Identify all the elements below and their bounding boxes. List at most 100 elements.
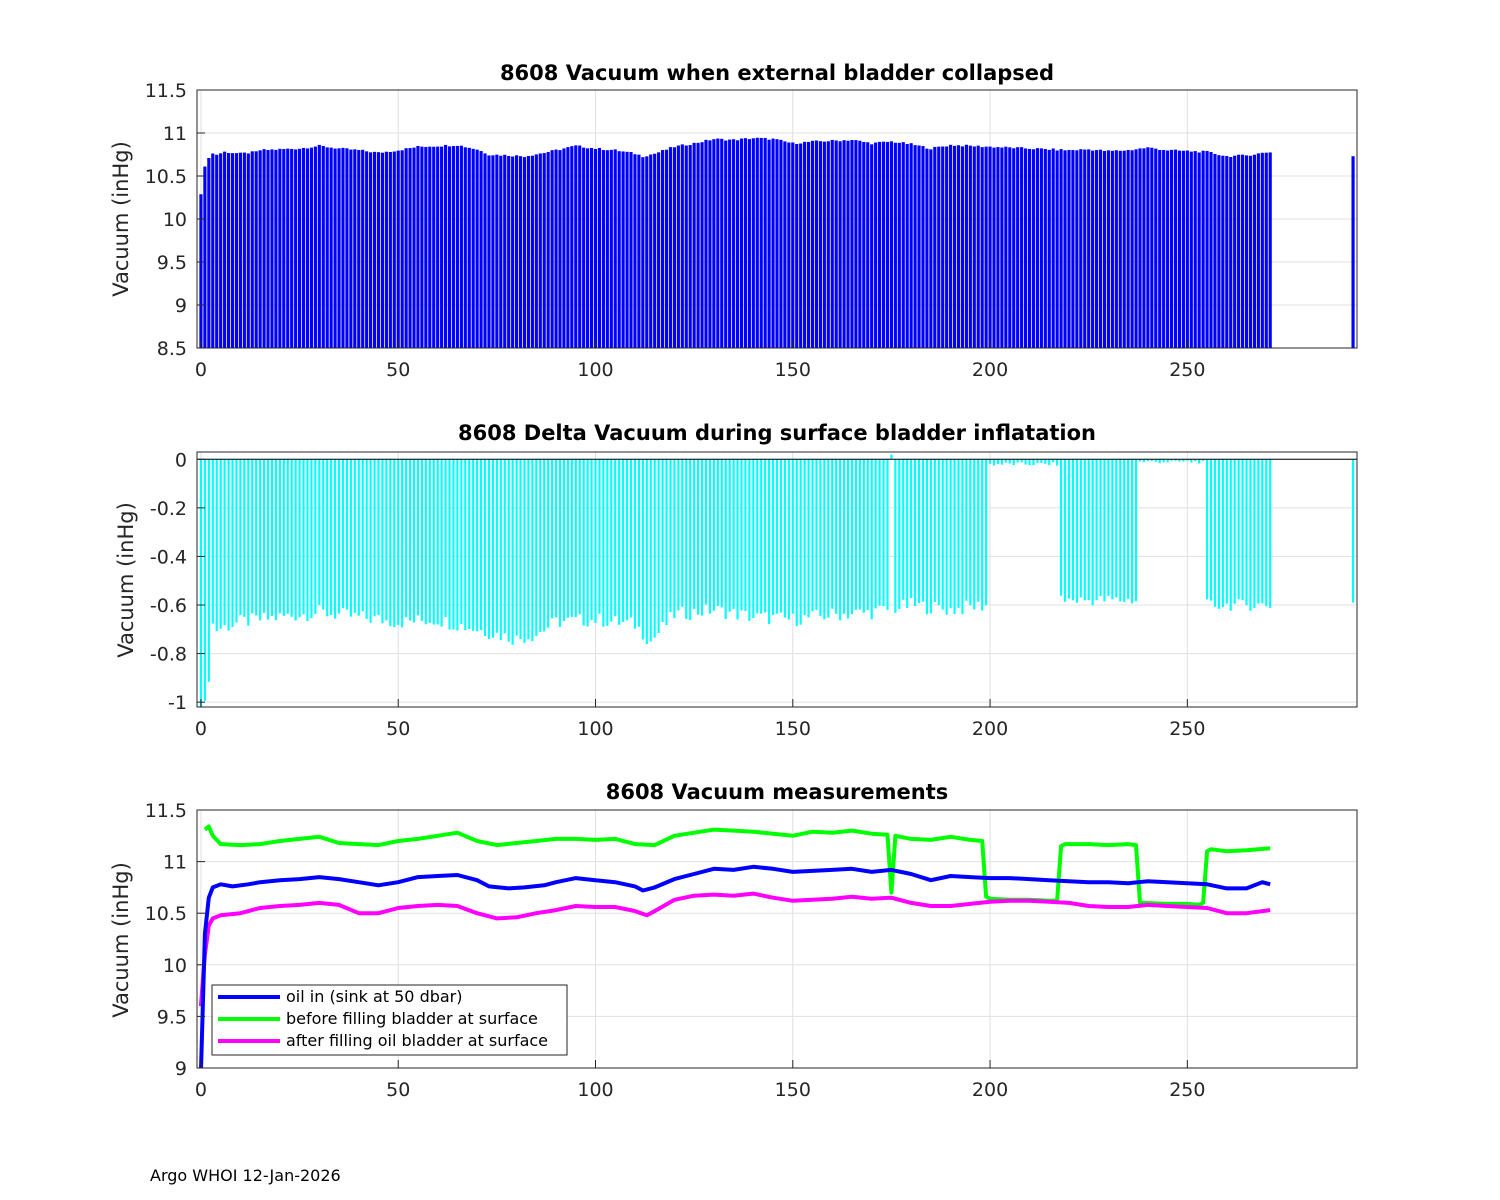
bar — [1229, 157, 1233, 348]
bar — [846, 459, 850, 619]
bar — [294, 149, 298, 348]
bar — [929, 149, 933, 348]
bar — [937, 146, 941, 348]
bar — [618, 459, 621, 625]
bar — [606, 459, 609, 626]
bar — [1154, 148, 1158, 348]
bar — [330, 459, 333, 615]
bar — [1016, 147, 1020, 348]
bar — [724, 140, 728, 348]
bar — [1241, 459, 1244, 600]
bar — [215, 154, 219, 348]
bar — [211, 459, 214, 624]
bar — [1146, 459, 1149, 462]
bar — [586, 148, 590, 348]
bar — [301, 147, 306, 348]
bar — [337, 148, 341, 348]
bar — [602, 459, 605, 627]
y-axis-label: Vacuum (inHg) — [109, 862, 133, 1018]
bar — [803, 459, 806, 616]
bar — [1233, 155, 1237, 348]
chart-title: 8608 Delta Vacuum during surface bladder… — [458, 421, 1096, 445]
bar — [716, 459, 719, 607]
bar — [1221, 459, 1224, 608]
bar — [913, 145, 917, 348]
bar — [243, 459, 246, 617]
bar — [1016, 459, 1019, 463]
x-tick-label: 100 — [577, 359, 613, 381]
bar — [207, 459, 210, 682]
bar — [1237, 459, 1240, 600]
bar — [806, 141, 811, 348]
bar — [235, 459, 238, 623]
bar — [661, 459, 664, 623]
bar — [543, 459, 546, 632]
x-tick-label: 100 — [577, 718, 613, 740]
bar — [1194, 459, 1197, 462]
bar — [684, 145, 688, 348]
bar — [313, 146, 317, 348]
bar — [1024, 459, 1027, 465]
bar — [1095, 150, 1099, 348]
bar — [1268, 152, 1272, 348]
bar — [547, 459, 550, 628]
bar — [558, 459, 562, 627]
bar — [878, 459, 881, 606]
bar — [669, 459, 672, 612]
bar — [286, 459, 289, 614]
bar — [255, 459, 258, 616]
bar — [503, 459, 506, 634]
y-tick-label: 10.5 — [145, 166, 187, 188]
bar — [535, 459, 538, 636]
bar — [448, 459, 451, 630]
bar — [274, 459, 277, 621]
bar — [878, 141, 882, 348]
y-tick-label: 11.5 — [145, 800, 187, 822]
x-tick-label: 200 — [972, 718, 1008, 740]
bar — [653, 153, 657, 348]
bar — [384, 151, 388, 348]
bar — [334, 459, 337, 619]
bar — [341, 459, 345, 609]
bar — [558, 150, 562, 348]
bar — [882, 459, 885, 607]
y-tick-label: 10 — [163, 209, 187, 231]
bar — [223, 459, 226, 626]
bar — [1150, 147, 1154, 348]
bar — [440, 146, 444, 348]
bar — [897, 142, 901, 348]
bar — [337, 459, 341, 614]
bar — [1221, 155, 1225, 348]
bar — [345, 459, 349, 610]
bar — [779, 459, 783, 613]
bar — [432, 146, 436, 348]
bar — [530, 155, 534, 348]
y-tick-label: 10.5 — [145, 903, 187, 925]
bar — [992, 459, 996, 466]
bar — [819, 459, 822, 616]
bar — [416, 459, 420, 616]
bar — [747, 139, 751, 348]
bar — [1182, 459, 1185, 462]
bar — [917, 459, 921, 604]
bar — [708, 140, 712, 348]
bar — [258, 150, 262, 348]
bar — [1142, 148, 1146, 348]
bar — [960, 146, 965, 348]
bar — [1269, 459, 1272, 609]
bar — [799, 459, 802, 625]
bar — [949, 144, 953, 348]
bar — [1351, 459, 1355, 603]
bar — [298, 459, 301, 618]
bar — [392, 151, 396, 348]
bar — [945, 459, 948, 615]
bar — [1130, 150, 1134, 348]
bar — [247, 459, 250, 626]
bar — [582, 459, 585, 626]
bar — [554, 149, 558, 348]
bar — [1253, 459, 1256, 608]
bar — [531, 459, 534, 642]
bar — [290, 459, 293, 617]
bar — [700, 459, 704, 616]
bar — [964, 144, 968, 348]
